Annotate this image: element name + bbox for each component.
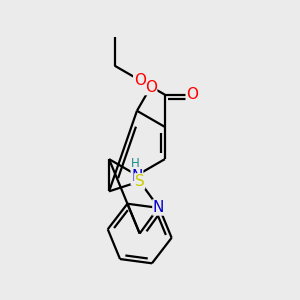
Text: N: N	[131, 169, 142, 184]
Text: O: O	[186, 87, 198, 102]
Text: N: N	[153, 200, 164, 215]
Text: S: S	[135, 174, 145, 189]
Text: O: O	[134, 73, 146, 88]
Text: H: H	[131, 157, 140, 170]
Text: O: O	[145, 80, 157, 94]
